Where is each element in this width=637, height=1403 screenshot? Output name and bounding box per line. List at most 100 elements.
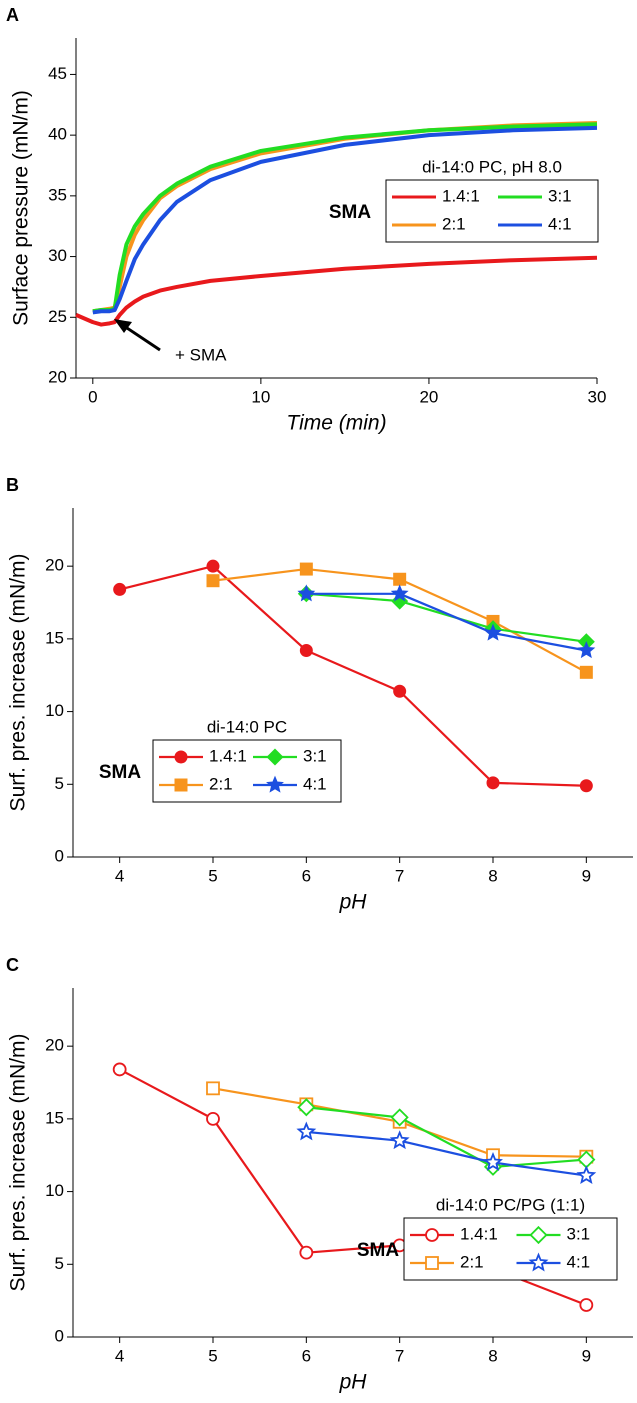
legend-title: di-14:0 PC, pH 8.0 [422, 157, 562, 176]
data-point [112, 1062, 127, 1077]
y-axis-label: Surf. pres. increase (mN/m) [7, 1034, 30, 1292]
x-tick-label: 9 [582, 866, 591, 885]
y-axis-label: Surface pressure (mN/m) [10, 90, 33, 326]
series-line [119, 565, 587, 787]
y-tick-label: 20 [45, 556, 64, 575]
legend-entry: 3:1 [303, 746, 327, 765]
panel-label: A [6, 5, 19, 25]
y-tick-label: 30 [48, 246, 67, 265]
annotation-arrow [123, 324, 161, 352]
legend-entry: 2:1 [460, 1252, 484, 1271]
data-point [393, 572, 407, 586]
annotation: + SMA [175, 345, 227, 364]
data-point [484, 623, 502, 641]
legend-marker [425, 1228, 439, 1242]
legend-entry: 4:1 [548, 214, 572, 233]
legend-marker [529, 1225, 548, 1245]
legend-entry: 2:1 [209, 774, 233, 793]
series-line [75, 255, 598, 327]
legend-box [385, 179, 599, 243]
y-tick-label: 35 [48, 185, 67, 204]
series-line [306, 592, 587, 652]
y-tick-label: 5 [55, 1254, 64, 1273]
data-point [297, 584, 316, 602]
legend-label: SMA [99, 762, 142, 783]
legend-entry: 3:1 [567, 1224, 591, 1243]
legend-box [403, 1217, 618, 1281]
x-axis-label: pH [339, 1371, 368, 1394]
data-point [579, 665, 593, 679]
data-point [579, 779, 593, 793]
y-tick-label: 25 [48, 307, 67, 326]
x-tick-label: 30 [588, 387, 607, 406]
legend-label: SMA [329, 202, 372, 223]
legend-title: di-14:0 PC/PG (1:1) [436, 1195, 585, 1214]
x-tick-label: 6 [302, 1346, 311, 1365]
x-tick-label: 8 [488, 1346, 497, 1365]
legend-entry: 1.4:1 [442, 186, 480, 205]
x-tick-label: 10 [251, 387, 270, 406]
data-point [206, 1111, 220, 1126]
x-tick-label: 5 [208, 866, 217, 885]
y-tick-label: 0 [55, 846, 64, 865]
annotation-arrowhead [114, 319, 132, 333]
data-point [390, 1108, 409, 1127]
legend-label: SMA [357, 1240, 400, 1261]
series-line [306, 592, 587, 643]
legend-marker [425, 1256, 439, 1270]
data-point [299, 644, 313, 658]
y-tick-label: 10 [45, 701, 64, 720]
y-tick-label: 45 [48, 64, 67, 83]
legend-entry: 4:1 [567, 1252, 591, 1271]
x-tick-label: 4 [115, 1346, 124, 1365]
y-tick-label: 15 [45, 1108, 64, 1127]
x-tick-label: 4 [115, 866, 124, 885]
data-point [483, 1152, 503, 1171]
legend-marker [528, 1252, 549, 1272]
data-point [486, 776, 500, 790]
data-point [206, 574, 220, 588]
legend-entry: 4:1 [303, 774, 327, 793]
legend-box [152, 739, 342, 803]
series-line [306, 1130, 587, 1177]
panel-label: B [6, 475, 19, 495]
y-tick-label: 20 [45, 1036, 64, 1055]
data-point [577, 641, 596, 659]
data-point [299, 1245, 314, 1260]
legend-entry: 1.4:1 [460, 1224, 498, 1243]
y-tick-label: 5 [55, 774, 64, 793]
series-line [92, 125, 598, 315]
legend-marker [174, 750, 188, 764]
y-tick-label: 10 [45, 1181, 64, 1200]
y-tick-label: 15 [45, 628, 64, 647]
data-point [299, 562, 313, 576]
x-axis-label: pH [339, 891, 368, 914]
x-tick-label: 7 [395, 866, 404, 885]
series-line [306, 1106, 587, 1168]
y-tick-label: 20 [48, 367, 67, 386]
x-tick-label: 20 [419, 387, 438, 406]
panel-label: C [6, 955, 19, 975]
y-tick-label: 0 [55, 1326, 64, 1345]
legend-marker [266, 748, 284, 766]
legend-marker [174, 778, 188, 792]
x-tick-label: 7 [395, 1346, 404, 1365]
y-tick-label: 40 [48, 125, 67, 144]
legend-entry: 2:1 [442, 214, 466, 233]
x-tick-label: 5 [208, 1346, 217, 1365]
legend-entry: 3:1 [548, 186, 572, 205]
data-point [206, 1081, 220, 1096]
legend-entry: 1.4:1 [209, 746, 247, 765]
legend-marker [266, 775, 284, 793]
x-tick-label: 0 [88, 387, 97, 406]
y-axis-label: Surf. pres. increase (mN/m) [7, 554, 30, 812]
data-point [389, 1130, 410, 1150]
x-tick-label: 8 [488, 866, 497, 885]
data-point [393, 684, 407, 698]
x-tick-label: 9 [582, 1346, 591, 1365]
x-axis-label: Time (min) [286, 412, 386, 435]
data-point [579, 1298, 594, 1312]
data-point [390, 584, 409, 602]
data-point [296, 1121, 317, 1141]
